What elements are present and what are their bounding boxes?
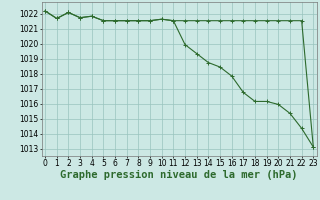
X-axis label: Graphe pression niveau de la mer (hPa): Graphe pression niveau de la mer (hPa) xyxy=(60,170,298,180)
